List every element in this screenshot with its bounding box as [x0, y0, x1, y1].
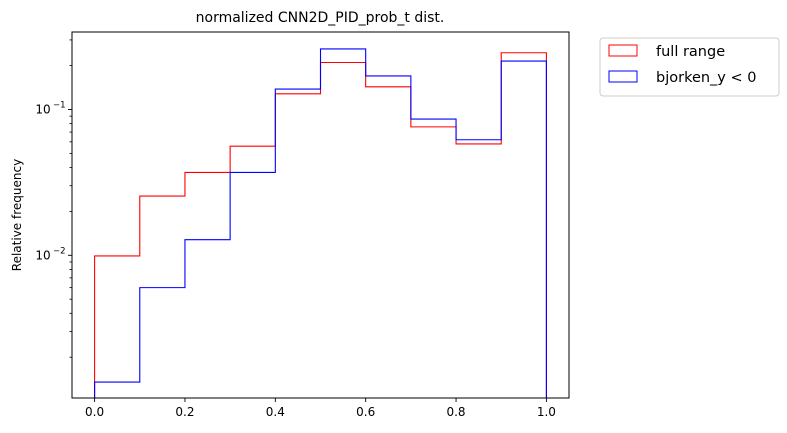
y-tick-label: 10	[35, 102, 50, 116]
series-0-step	[94, 52, 547, 398]
x-tick-label: 0.0	[85, 405, 104, 419]
legend-label-bjorken: bjorken_y < 0	[656, 70, 756, 86]
series-layer	[94, 48, 547, 398]
legend: full range bjorken_y < 0	[599, 37, 780, 97]
chart-title: normalized CNN2D_PID_prob_t dist.	[196, 10, 445, 26]
legend-swatch-bjorken	[608, 70, 638, 83]
y-tick-label: 10	[35, 248, 50, 262]
legend-label-full-range: full range	[656, 44, 725, 60]
y-tick-exponent: −1	[53, 100, 66, 110]
y-axis-label: Relative frequency	[10, 159, 24, 271]
legend-swatch-full-range	[608, 44, 638, 57]
x-tick-label: 0.6	[356, 405, 375, 419]
x-tick-label: 0.4	[266, 405, 285, 419]
y-major-ticks: 10−210−1	[35, 100, 72, 262]
x-tick-label: 1.0	[537, 405, 556, 419]
y-tick-exponent: −2	[53, 246, 66, 256]
x-ticks: 0.0 0.2 0.4 0.6 0.8 1.0	[85, 398, 556, 419]
x-tick-label: 0.8	[446, 405, 465, 419]
plot-frame	[71, 31, 570, 399]
x-tick-label: 0.2	[175, 405, 194, 419]
legend-frame	[599, 37, 780, 97]
series-1-step	[94, 48, 547, 398]
